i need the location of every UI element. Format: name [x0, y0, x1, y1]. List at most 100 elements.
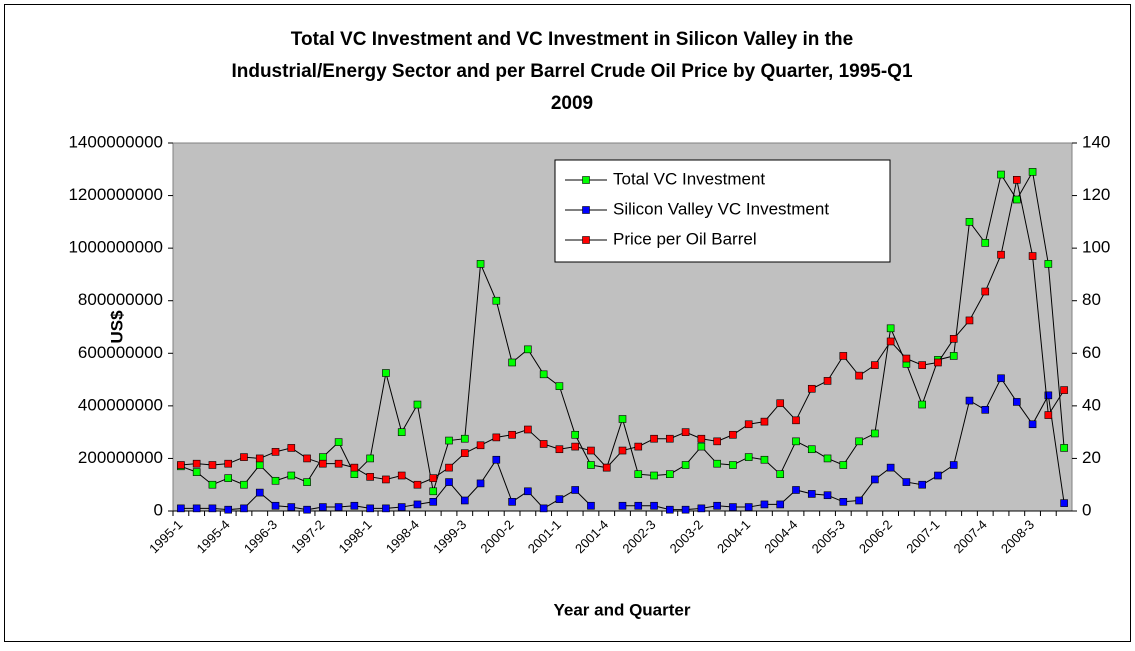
series-marker	[823, 491, 832, 500]
series-marker	[208, 480, 217, 489]
series-marker	[366, 473, 374, 481]
series-marker	[997, 374, 1005, 383]
series-marker	[666, 470, 674, 479]
series-marker	[255, 454, 264, 463]
series-marker	[886, 463, 895, 472]
series-marker	[681, 461, 690, 469]
series-marker	[177, 504, 185, 513]
y2-tick-label: 20	[1082, 448, 1101, 467]
series-marker	[1028, 252, 1037, 260]
series-marker	[871, 361, 879, 369]
series-marker	[255, 488, 264, 497]
series-marker	[524, 425, 532, 434]
series-marker	[918, 400, 926, 409]
series-marker	[792, 437, 800, 446]
y-tick-label: 1400000000	[68, 132, 163, 151]
series-marker	[429, 474, 438, 482]
series-marker	[445, 436, 453, 445]
series-marker	[918, 361, 926, 369]
series-marker	[397, 428, 406, 436]
series-marker	[792, 416, 800, 425]
legend-marker	[582, 206, 590, 214]
series-marker	[224, 474, 233, 482]
series-marker	[934, 471, 942, 480]
series-marker	[1060, 499, 1068, 507]
series-marker	[539, 440, 548, 448]
series-marker	[776, 470, 785, 479]
series-marker	[460, 496, 469, 505]
series-marker	[650, 471, 658, 480]
chart-title: Industrial/Energy Sector and per Barrel …	[231, 61, 913, 82]
series-marker	[334, 503, 343, 511]
series-marker	[508, 430, 516, 439]
series-marker	[965, 316, 974, 325]
series-marker	[807, 445, 816, 454]
series-marker	[744, 420, 753, 429]
chart-title: 2009	[551, 93, 593, 114]
series-marker	[303, 454, 311, 463]
series-marker	[634, 470, 643, 479]
y-tick-label: 1200000000	[68, 185, 163, 204]
series-marker	[460, 449, 469, 457]
series-marker	[382, 475, 390, 484]
series-marker	[208, 504, 217, 513]
series-marker	[271, 476, 280, 485]
series-marker	[634, 501, 643, 510]
series-marker	[650, 501, 658, 510]
series-marker	[524, 345, 532, 354]
series-marker	[618, 501, 627, 510]
y-tick-label: 1000000000	[68, 238, 163, 257]
series-marker	[539, 370, 548, 379]
y-tick-label: 400000000	[78, 395, 163, 414]
series-marker	[445, 463, 453, 472]
series-marker	[666, 434, 674, 443]
y-tick-label: 0	[154, 500, 163, 519]
series-marker	[224, 505, 233, 514]
series-marker	[1012, 195, 1021, 204]
series-marker	[192, 504, 201, 513]
series-marker	[760, 417, 769, 426]
series-marker	[397, 503, 406, 511]
series-marker	[965, 396, 974, 405]
series-marker	[571, 486, 579, 494]
series-marker	[429, 487, 438, 496]
series-marker	[571, 430, 579, 439]
series-marker	[255, 461, 264, 469]
series-marker	[508, 497, 516, 506]
series-marker	[303, 478, 311, 486]
series-marker	[949, 461, 958, 469]
series-marker	[350, 470, 359, 479]
series-marker	[729, 430, 737, 439]
series-marker	[934, 358, 942, 367]
chart-title: Total VC Investment and VC Investment in…	[291, 29, 853, 50]
y2-tick-label: 80	[1082, 290, 1101, 309]
series-marker	[429, 497, 438, 506]
y-tick-label: 800000000	[78, 290, 163, 309]
series-marker	[760, 500, 769, 509]
series-marker	[192, 468, 201, 476]
series-marker	[492, 455, 501, 464]
series-marker	[1012, 176, 1021, 184]
series-marker	[1044, 260, 1053, 268]
series-marker	[287, 444, 296, 452]
series-marker	[997, 170, 1005, 179]
series-marker	[1012, 398, 1021, 406]
series-marker	[287, 503, 296, 511]
series-marker	[602, 463, 611, 472]
legend-marker	[582, 236, 590, 244]
series-marker	[949, 335, 958, 343]
series-marker	[650, 434, 658, 443]
legend-label: Silicon Valley VC Investment	[613, 199, 829, 218]
series-marker	[224, 459, 233, 468]
series-marker	[713, 459, 721, 468]
series-marker	[476, 260, 485, 268]
series-marker	[445, 478, 453, 486]
series-marker	[839, 352, 848, 360]
series-marker	[508, 358, 516, 367]
series-marker	[334, 438, 343, 446]
y2-tick-label: 120	[1082, 185, 1110, 204]
series-marker	[618, 415, 627, 423]
legend-box	[554, 159, 891, 263]
series-marker	[729, 503, 737, 511]
series-marker	[177, 461, 185, 469]
